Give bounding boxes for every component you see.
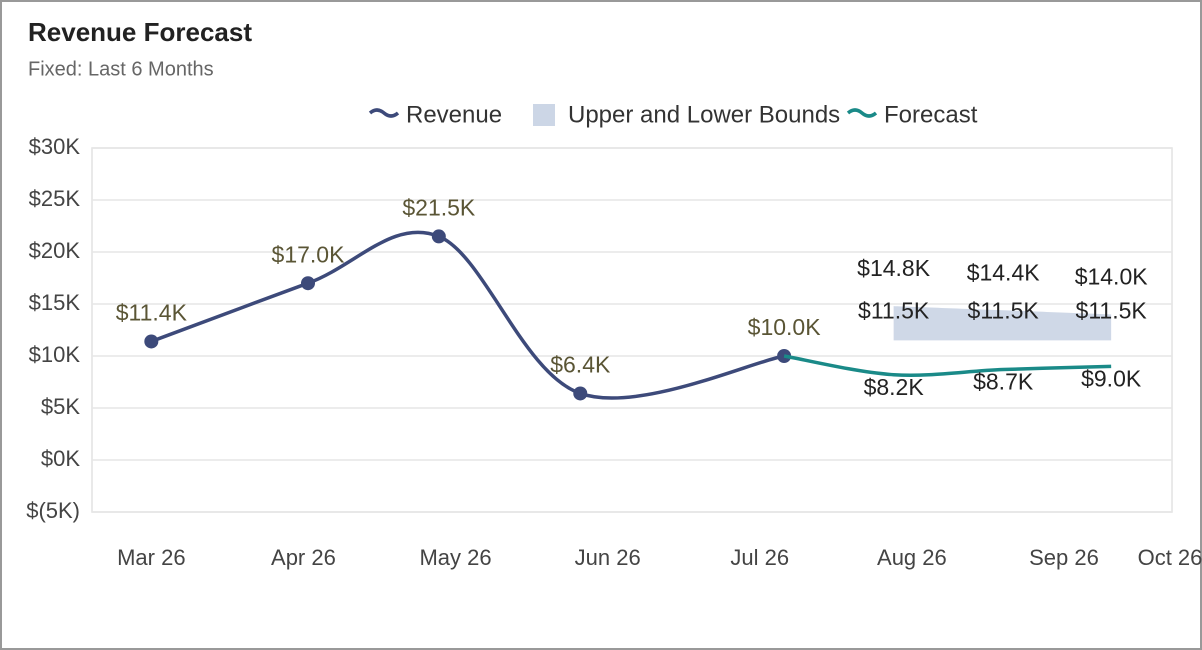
data-label: $17.0K (272, 241, 346, 267)
y-tick-label: $15K (29, 290, 81, 315)
y-tick-label: $0K (41, 446, 80, 471)
x-tick-label: Oct 26 (1138, 545, 1202, 570)
upper-label: $14.4K (967, 259, 1041, 285)
y-tick-label: $10K (29, 342, 81, 367)
data-label: $8.2K (864, 374, 925, 400)
y-tick-label: $25K (29, 186, 81, 211)
point (573, 386, 588, 401)
x-tick-label: Aug 26 (877, 545, 947, 570)
y-tick-label: $20K (29, 238, 81, 263)
x-tick-label: Mar 26 (117, 545, 185, 570)
y-tick-label: $30K (29, 134, 81, 159)
series-line (783, 354, 1112, 377)
data-label: $21.5K (402, 194, 476, 220)
data-label: $11.4K (116, 300, 188, 326)
x-tick-label: Apr 26 (271, 545, 336, 570)
point (431, 229, 446, 244)
data-label: $8.7K (973, 369, 1034, 395)
legend-swatch (368, 108, 400, 118)
legend-swatch (846, 108, 878, 118)
legend-label: Revenue (406, 101, 502, 128)
series-line (150, 230, 785, 400)
point (144, 334, 159, 349)
data-label: $6.4K (550, 352, 611, 378)
x-tick-label: Sep 26 (1029, 545, 1099, 570)
bounds-area (893, 306, 1112, 341)
upper-label: $14.8K (857, 255, 931, 281)
lower-label: $11.5K (858, 297, 930, 323)
legend-label: Upper and Lower Bounds (568, 101, 840, 128)
legend-swatch (533, 104, 555, 126)
x-tick-label: Jun 26 (575, 545, 641, 570)
lower-label: $11.5K (1076, 297, 1148, 323)
x-tick-label: May 26 (419, 545, 491, 570)
y-tick-label: $(5K) (26, 498, 80, 523)
x-tick-label: Jul 26 (730, 545, 789, 570)
lower-label: $11.5K (968, 297, 1040, 323)
point (301, 276, 315, 291)
upper-label: $14.0K (1075, 263, 1149, 289)
data-label: $9.0K (1081, 365, 1142, 391)
chart-title: Revenue Forecast (28, 17, 252, 47)
y-tick-label: $5K (41, 394, 80, 419)
chart-subtitle: Fixed: Last 6 Months (28, 58, 214, 80)
data-label: $10.0K (748, 314, 822, 340)
legend-label: Forecast (884, 101, 978, 128)
